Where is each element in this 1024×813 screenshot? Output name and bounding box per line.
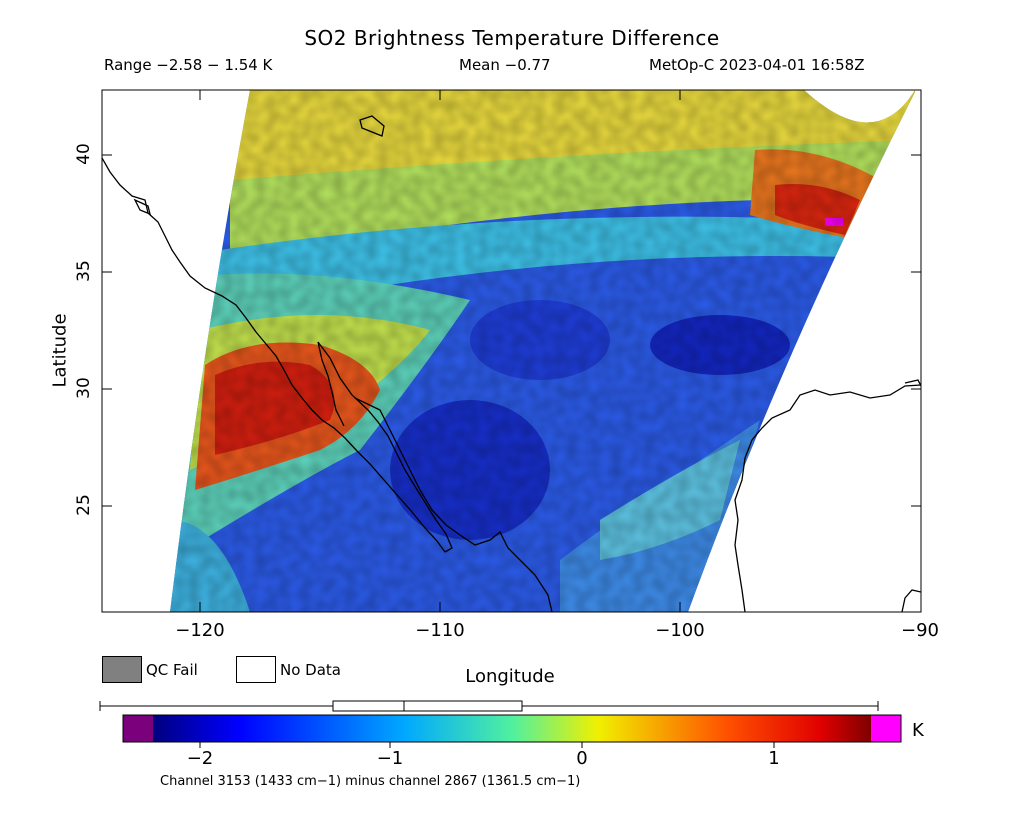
x-axis-label: Longitude: [465, 666, 555, 687]
data-swath: [170, 90, 915, 612]
colorbar-unit: K: [912, 720, 924, 741]
colorbar-tick-label: −1: [376, 748, 404, 769]
colorbar-ticks: [199, 742, 775, 748]
mean-text: Mean −0.77: [459, 56, 551, 74]
map-frame: [101, 89, 922, 613]
channel-footnote: Channel 3153 (1433 cm−1) minus channel 2…: [160, 774, 581, 789]
box-iqr: [332, 700, 523, 712]
colorbar-over: [871, 715, 901, 742]
range-text: Range −2.58 − 1.54 K: [104, 56, 273, 74]
colorbar-tick-label: −2: [186, 748, 214, 769]
coastline: [102, 115, 921, 612]
lon-tick-label: −100: [655, 620, 705, 641]
lon-ticks: [199, 90, 681, 612]
colorbar-tick-label: 1: [768, 748, 780, 769]
no-data-swatch: [236, 656, 276, 683]
satellite-time-text: MetOp-C 2023-04-01 16:58Z: [649, 56, 865, 74]
qc-fail-label: QC Fail: [146, 661, 198, 679]
colorbar-under: [123, 715, 153, 742]
no-data-label: No Data: [280, 661, 341, 679]
lon-tick-label: −110: [415, 620, 465, 641]
qc-fail-swatch: [102, 656, 142, 683]
lat-ticks: [102, 154, 921, 507]
colorbar-frame: [122, 714, 902, 743]
colorbar-gradient: [153, 715, 871, 742]
map-title: SO2 Brightness Temperature Difference: [304, 26, 720, 50]
lon-tick-label: −90: [901, 620, 939, 641]
lon-tick-label: −120: [175, 620, 225, 641]
colorbar-tick-label: 0: [576, 748, 588, 769]
